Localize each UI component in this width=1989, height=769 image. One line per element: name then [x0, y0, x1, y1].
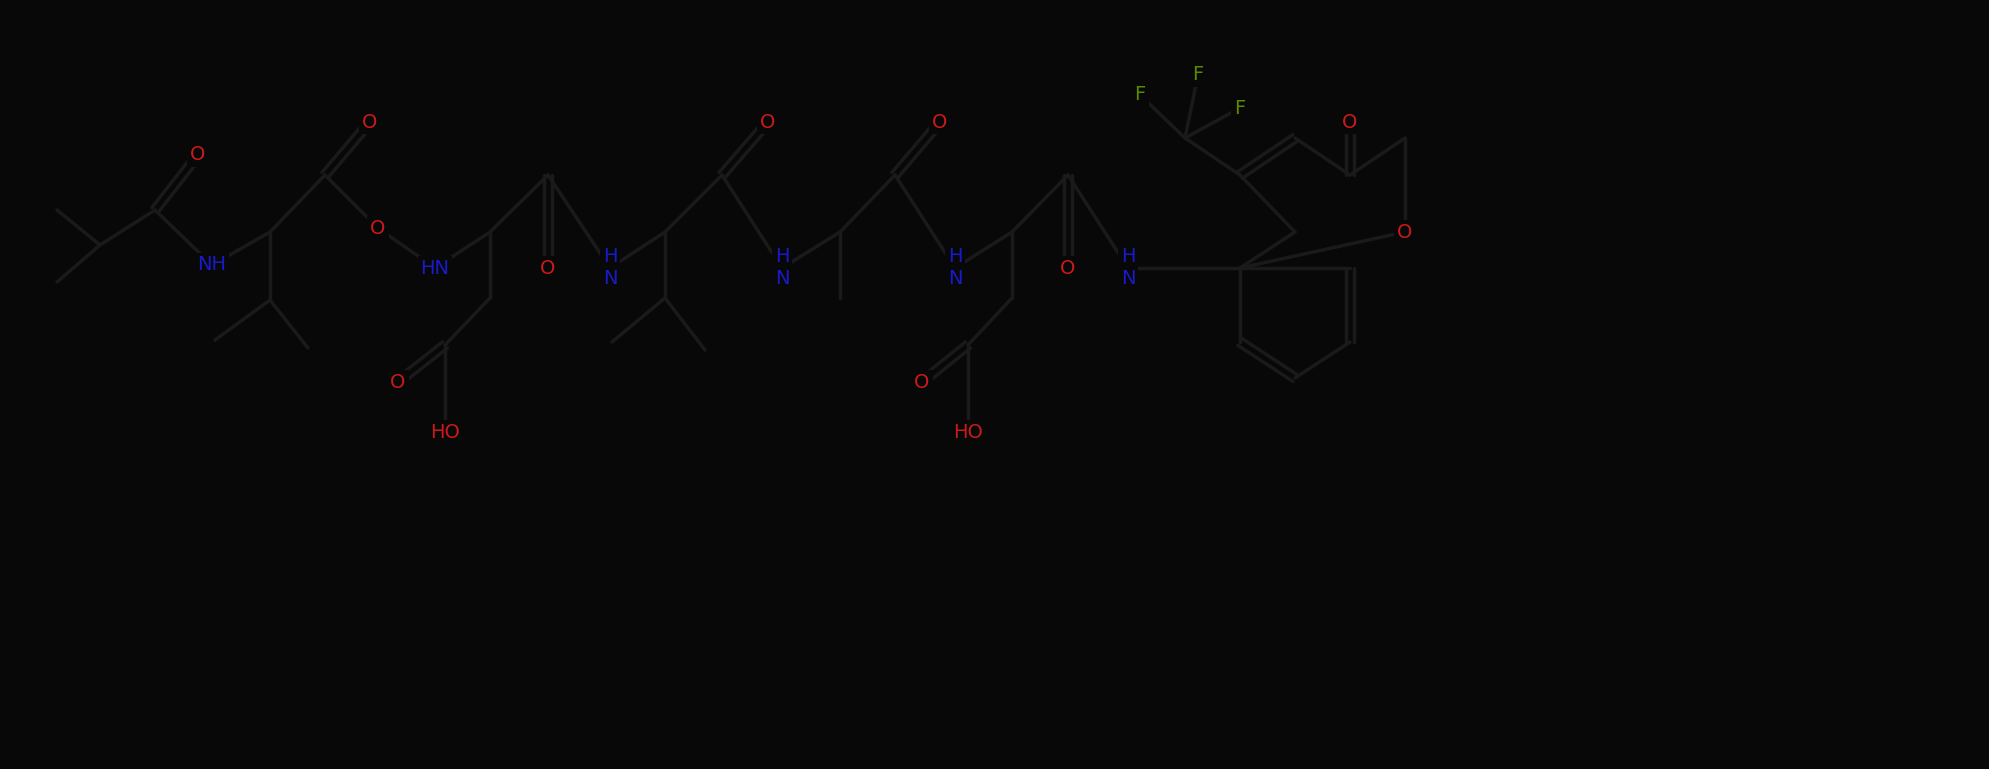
- Text: O: O: [933, 112, 947, 131]
- Text: O: O: [370, 218, 386, 238]
- Text: H
N: H N: [1120, 248, 1136, 288]
- Text: HO: HO: [430, 422, 459, 441]
- Text: O: O: [915, 372, 929, 391]
- Text: O: O: [541, 258, 555, 278]
- Text: F: F: [1191, 65, 1203, 85]
- Text: O: O: [760, 112, 776, 131]
- Text: NH: NH: [197, 255, 227, 275]
- Text: O: O: [191, 145, 205, 165]
- Text: O: O: [1343, 112, 1358, 131]
- Text: H
N: H N: [776, 248, 790, 288]
- Text: H
N: H N: [603, 248, 617, 288]
- Text: F: F: [1134, 85, 1146, 105]
- Text: H
N: H N: [947, 248, 963, 288]
- Text: HN: HN: [420, 258, 450, 278]
- Text: O: O: [390, 372, 406, 391]
- Text: O: O: [1060, 258, 1076, 278]
- Text: F: F: [1235, 98, 1245, 118]
- Text: O: O: [362, 112, 378, 131]
- Text: HO: HO: [953, 422, 983, 441]
- Text: O: O: [1398, 222, 1412, 241]
